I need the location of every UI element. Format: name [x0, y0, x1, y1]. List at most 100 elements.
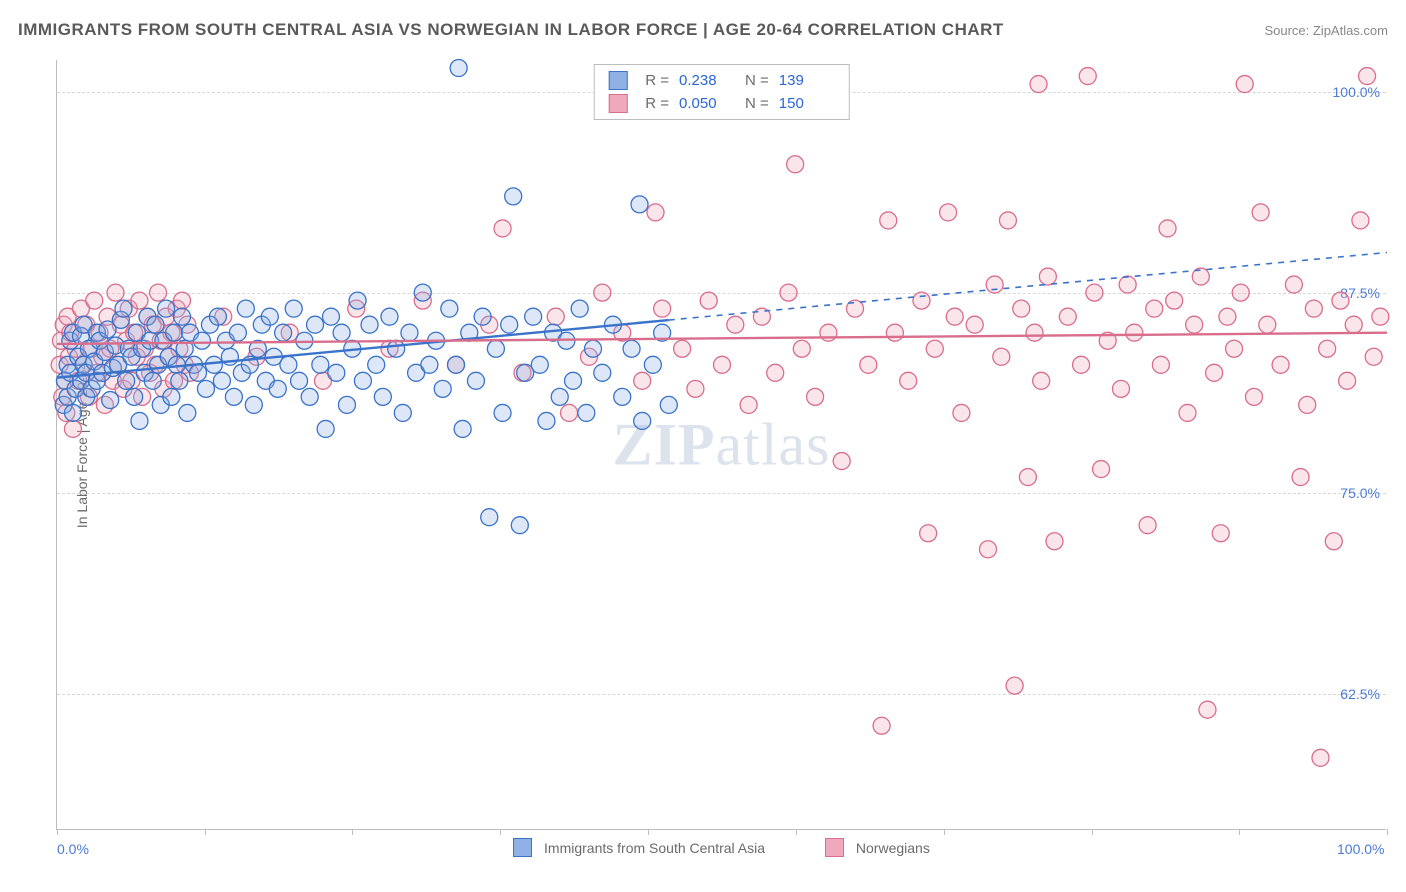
data-point	[349, 292, 366, 309]
x-tick	[1092, 829, 1093, 835]
data-point	[1212, 525, 1229, 542]
data-point	[1073, 356, 1090, 373]
data-point	[394, 404, 411, 421]
data-point	[1312, 749, 1329, 766]
data-point	[1013, 300, 1030, 317]
n-label: N =	[745, 72, 769, 89]
data-point	[131, 412, 148, 429]
data-point	[501, 316, 518, 333]
data-point	[150, 284, 167, 301]
data-point	[474, 308, 491, 325]
legend-label: Norwegians	[856, 840, 930, 856]
data-point	[647, 204, 664, 221]
data-point	[131, 292, 148, 309]
data-point	[900, 372, 917, 389]
data-point	[291, 372, 308, 389]
x-tick	[500, 829, 501, 835]
data-point	[807, 388, 824, 405]
data-point	[301, 388, 318, 405]
data-point	[634, 412, 651, 429]
data-point	[1033, 372, 1050, 389]
source-name: ZipAtlas.com	[1313, 23, 1388, 38]
data-point	[578, 404, 595, 421]
data-point	[171, 372, 188, 389]
data-point	[205, 356, 222, 373]
data-point	[115, 300, 132, 317]
r-value: 0.238	[679, 72, 735, 89]
data-point	[511, 517, 528, 534]
data-point	[631, 196, 648, 213]
data-point	[374, 388, 391, 405]
data-point	[166, 324, 183, 341]
n-value: 150	[779, 95, 835, 112]
data-point	[833, 453, 850, 470]
legend-swatch-pink	[608, 94, 627, 113]
data-point	[1232, 284, 1249, 301]
data-point	[197, 380, 214, 397]
data-point	[1139, 517, 1156, 534]
legend-item: Norwegians	[825, 838, 930, 857]
data-point	[333, 324, 350, 341]
data-point	[1199, 701, 1216, 718]
data-point	[361, 316, 378, 333]
data-point	[189, 364, 206, 381]
data-point	[1039, 268, 1056, 285]
data-point	[494, 404, 511, 421]
data-point	[280, 356, 297, 373]
legend-swatch-pink	[825, 838, 844, 857]
n-label: N =	[745, 95, 769, 112]
data-point	[317, 420, 334, 437]
data-point	[1325, 533, 1342, 550]
data-point	[538, 412, 555, 429]
data-point	[381, 308, 398, 325]
data-point	[441, 300, 458, 317]
r-label: R =	[645, 72, 669, 89]
series-legend: Immigrants from South Central Asia Norwe…	[57, 838, 1386, 857]
data-point	[547, 308, 564, 325]
data-point	[999, 212, 1016, 229]
x-tick	[944, 829, 945, 835]
data-point	[147, 316, 164, 333]
data-point	[1159, 220, 1176, 237]
data-point	[354, 372, 371, 389]
data-point	[644, 356, 661, 373]
data-point	[531, 356, 548, 373]
data-point	[261, 308, 278, 325]
data-point	[1152, 356, 1169, 373]
data-point	[1046, 533, 1063, 550]
data-point	[793, 340, 810, 357]
data-point	[388, 340, 405, 357]
x-tick	[57, 829, 58, 835]
data-point	[565, 372, 582, 389]
data-point	[454, 420, 471, 437]
data-point	[245, 396, 262, 413]
svg-layer	[57, 60, 1386, 829]
data-point	[1299, 396, 1316, 413]
data-point	[940, 204, 957, 221]
data-point	[714, 356, 731, 373]
r-value: 0.050	[679, 95, 735, 112]
data-point	[213, 372, 230, 389]
data-point	[1236, 76, 1253, 93]
data-point	[1345, 316, 1362, 333]
data-point	[368, 356, 385, 373]
data-point	[421, 356, 438, 373]
data-point	[953, 404, 970, 421]
data-point	[986, 276, 1003, 293]
data-point	[1006, 677, 1023, 694]
data-point	[414, 284, 431, 301]
data-point	[1030, 76, 1047, 93]
x-tick	[205, 829, 206, 835]
x-tick-label: 100.0%	[1337, 841, 1384, 857]
source-attribution: Source: ZipAtlas.com	[1264, 23, 1388, 38]
data-point	[880, 212, 897, 229]
x-tick	[352, 829, 353, 835]
data-point	[401, 324, 418, 341]
data-point	[594, 284, 611, 301]
x-tick	[1387, 829, 1388, 835]
data-point	[886, 324, 903, 341]
data-point	[1126, 324, 1143, 341]
data-point	[307, 316, 324, 333]
data-point	[225, 388, 242, 405]
data-point	[505, 188, 522, 205]
